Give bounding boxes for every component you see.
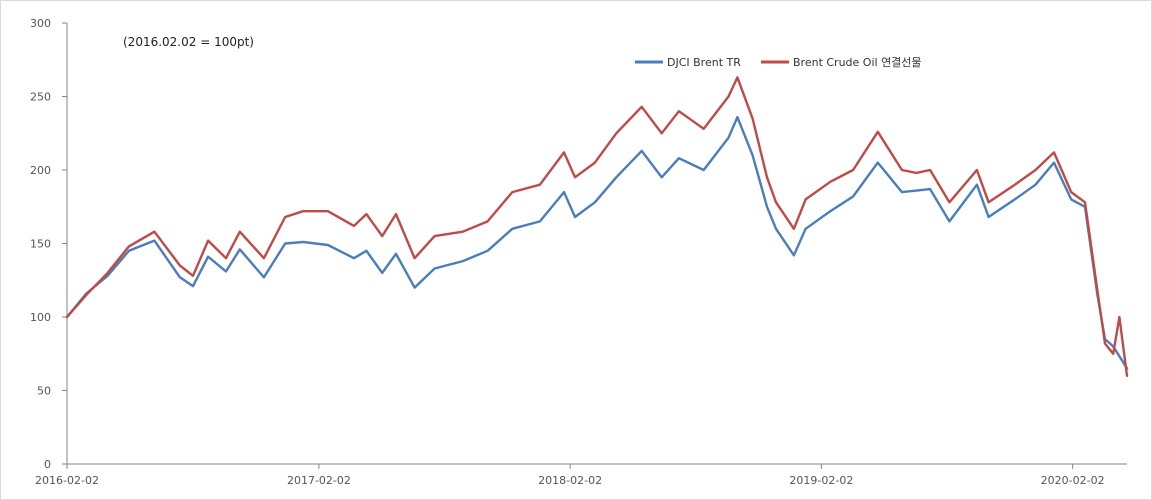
series-line-brent-crude-oil <box>65 76 1129 377</box>
legend-label-brent-crude-oil: Brent Crude Oil 연결선물 <box>793 56 922 69</box>
series-lines <box>65 76 1129 377</box>
x-tick-label: 2016-02-02 <box>35 474 99 487</box>
axes: 0 50 100 150 200 250 300 2016-02-02 2017-02-02 20… <box>30 17 1127 487</box>
y-tick-label: 300 <box>30 17 51 30</box>
x-tick-label: 2019-02-02 <box>789 474 853 487</box>
x-tick-label: 2020-02-02 <box>1041 474 1105 487</box>
index-note: (2016.02.02 = 100pt) <box>123 35 254 49</box>
y-tick-label: 200 <box>30 164 51 177</box>
y-tick-label: 150 <box>30 238 51 251</box>
legend-label-djci-brent-tr: DJCI Brent TR <box>667 56 741 69</box>
y-tick-label: 250 <box>30 91 51 104</box>
y-tick-label: 100 <box>30 311 51 324</box>
x-tick-label: 2017-02-02 <box>287 474 351 487</box>
y-tick-label: 50 <box>37 385 51 398</box>
y-tick-label: 0 <box>44 458 51 471</box>
series-line-djci-brent-tr <box>65 115 1129 370</box>
x-tick-label: 2018-02-02 <box>538 474 602 487</box>
legend: DJCI Brent TR Brent Crude Oil 연결선물 <box>635 56 922 69</box>
